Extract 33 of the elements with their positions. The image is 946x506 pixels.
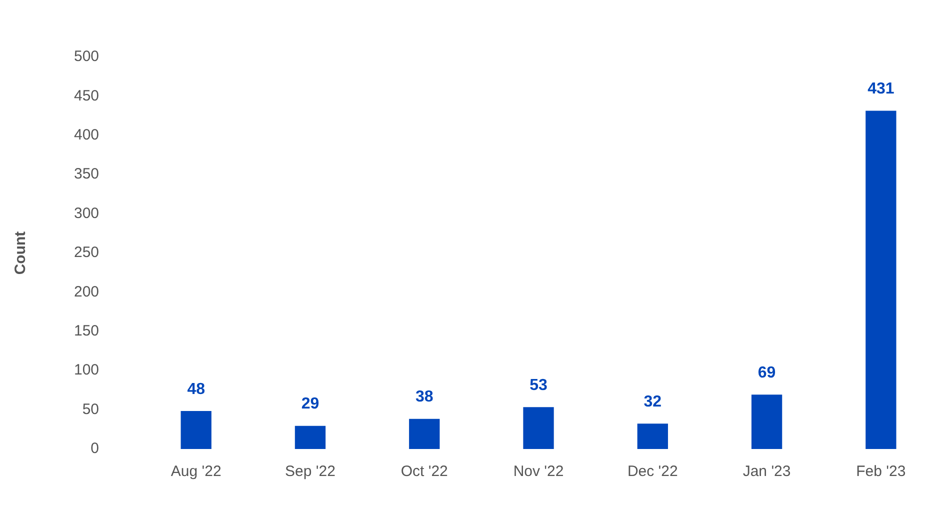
y-tick-label: 150	[74, 322, 100, 340]
bar	[637, 424, 668, 449]
data-label: 69	[758, 364, 776, 382]
x-tick-label: Nov '22	[513, 463, 564, 480]
y-axis-title: Count	[12, 231, 30, 275]
bar	[751, 394, 782, 449]
y-tick-label: 450	[74, 87, 100, 104]
data-label: 38	[415, 388, 434, 406]
y-tick-label: 50	[82, 400, 100, 418]
bar	[866, 110, 896, 449]
bar	[294, 426, 326, 449]
y-tick-label: 350	[74, 166, 100, 183]
x-tick-label: Aug '22	[170, 463, 222, 480]
bar	[523, 407, 554, 449]
data-label: 431	[868, 80, 894, 98]
x-tick-label: Dec '22	[627, 463, 678, 480]
bar	[180, 411, 212, 449]
y-tick-label: 100	[74, 362, 100, 379]
bar	[409, 418, 440, 449]
y-tick-label: 300	[74, 204, 100, 222]
data-label: 48	[187, 380, 206, 398]
x-tick-label: Jan '23	[742, 463, 791, 480]
data-label: 53	[530, 376, 548, 394]
x-tick-label: Sep '22	[285, 463, 336, 480]
y-tick-label: 500	[74, 48, 100, 66]
data-label: 32	[644, 393, 662, 410]
y-tick-label: 200	[74, 283, 100, 300]
data-label: 29	[301, 396, 320, 413]
y-tick-label: 0	[90, 440, 100, 458]
y-tick-label: 400	[74, 126, 100, 144]
x-tick-label: Feb '23	[856, 463, 906, 480]
y-tick-label: 250	[74, 244, 100, 262]
x-tick-label: Oct '22	[400, 463, 448, 480]
